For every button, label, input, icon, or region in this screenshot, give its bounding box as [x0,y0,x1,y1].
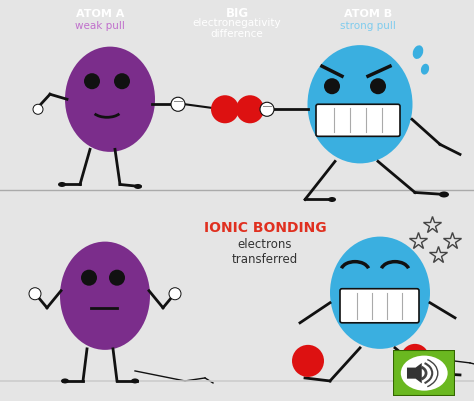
Ellipse shape [330,237,430,349]
Ellipse shape [61,379,69,383]
Circle shape [292,345,324,377]
Circle shape [84,73,100,89]
Circle shape [260,102,274,116]
Text: electronegativity: electronegativity [193,18,281,28]
Circle shape [114,73,130,89]
Circle shape [171,97,185,111]
Circle shape [211,95,239,124]
Ellipse shape [65,47,155,152]
Ellipse shape [421,64,429,75]
Ellipse shape [60,241,150,350]
Text: weak pull: weak pull [75,21,125,31]
Text: difference: difference [210,29,264,39]
Circle shape [401,356,447,391]
Text: strong pull: strong pull [340,21,396,31]
Circle shape [370,78,386,94]
Ellipse shape [131,379,139,383]
FancyBboxPatch shape [393,350,455,396]
Circle shape [33,104,43,114]
Circle shape [324,78,340,94]
Text: ATOM A: ATOM A [76,9,124,19]
Ellipse shape [439,192,449,198]
Ellipse shape [328,197,336,202]
FancyBboxPatch shape [316,104,400,136]
Ellipse shape [134,184,142,189]
Text: IONIC BONDING: IONIC BONDING [204,221,326,235]
Polygon shape [407,363,422,383]
Ellipse shape [308,45,412,164]
Ellipse shape [58,182,66,187]
Ellipse shape [413,45,423,59]
Circle shape [401,344,429,372]
Circle shape [109,270,125,286]
Text: BIG: BIG [226,7,248,20]
Text: electrons
transferred: electrons transferred [232,237,298,265]
Text: ATOM B: ATOM B [344,9,392,19]
FancyBboxPatch shape [340,289,419,323]
Circle shape [236,95,264,124]
Circle shape [81,270,97,286]
Circle shape [169,288,181,300]
Circle shape [29,288,41,300]
